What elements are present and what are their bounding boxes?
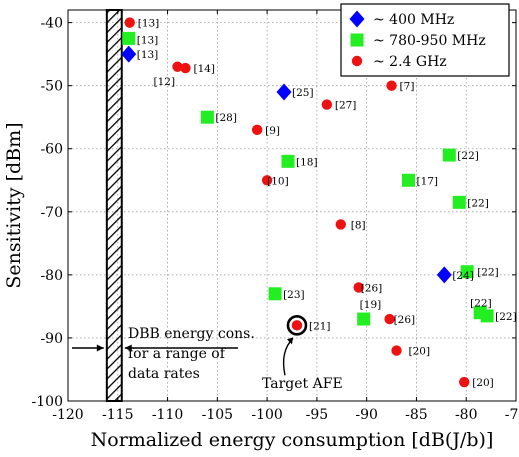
- y-tick-label: -90: [40, 331, 63, 347]
- x-tick-label: -75: [505, 407, 519, 423]
- x-tick-label: -100: [251, 407, 282, 423]
- legend-circle-icon: [351, 55, 363, 67]
- point-label: [7]: [400, 81, 415, 93]
- point-label: [24]: [452, 270, 474, 282]
- point-label: [13]: [137, 34, 159, 46]
- x-tick-label: -120: [52, 407, 83, 423]
- plot-frame: [67, 9, 517, 402]
- point-label: [22]: [495, 311, 517, 323]
- point-label: [13]: [137, 49, 159, 61]
- target-ring: [286, 315, 308, 336]
- point-label: [12]: [154, 76, 176, 88]
- target-label: Target AFE: [262, 376, 343, 392]
- legend-entry: ~ 400 MHz: [373, 12, 454, 28]
- point-label: [28]: [215, 112, 237, 124]
- point-labels: [13][25][24][13][28][18][17][22][22][22]…: [137, 18, 517, 389]
- point-label: [8]: [351, 219, 366, 231]
- diamond-marker: [276, 83, 292, 101]
- square-marker: [268, 287, 282, 301]
- x-tick-label: -115: [102, 407, 133, 423]
- target-arrowhead: [286, 337, 293, 345]
- circle-marker: [291, 320, 303, 331]
- point-label: [19]: [360, 299, 382, 311]
- circle-marker: [384, 313, 395, 325]
- square-marker: [480, 309, 494, 323]
- dbb-annotation-line: data rates: [128, 366, 200, 382]
- x-axis-title: Normalized energy consumption [dB(J/b)]: [91, 429, 494, 451]
- point-label: [22]: [467, 197, 489, 209]
- diamond-marker: [436, 266, 452, 284]
- square-marker: [200, 110, 214, 124]
- circle-marker: [180, 62, 191, 74]
- data-points: [121, 17, 494, 388]
- legend-diamond-icon: [349, 10, 365, 28]
- circle-marker: [459, 376, 470, 388]
- y-tick-label: -60: [40, 142, 63, 158]
- circle-marker: [172, 61, 183, 72]
- legend-square-icon: [350, 33, 364, 47]
- point-label: [9]: [265, 125, 280, 137]
- point-label: [25]: [292, 87, 314, 99]
- point-label: [22]: [470, 298, 492, 310]
- dbb-band: [105, 9, 123, 402]
- point-label: [13]: [138, 18, 160, 30]
- point-label: [20]: [472, 377, 494, 389]
- point-label: [17]: [416, 175, 438, 187]
- dbb-arrowhead-left: [96, 344, 104, 352]
- x-tick-label: -80: [455, 407, 478, 423]
- y-axis-title: Sensitivity [dBm]: [3, 122, 25, 288]
- x-tick-label: -95: [306, 407, 329, 423]
- square-marker: [401, 173, 415, 187]
- y-tick-label: -50: [40, 79, 63, 95]
- dbb-arrowhead-right: [124, 344, 132, 352]
- square-marker: [452, 195, 466, 209]
- annotations: Target AFE DBB energy cons. for a range of…: [72, 315, 343, 392]
- circle-marker: [124, 17, 135, 28]
- legend-entry: ~ 2.4 GHz: [373, 54, 447, 70]
- x-tick-label: -85: [405, 407, 428, 423]
- point-label: [27]: [335, 100, 357, 112]
- circle-marker: [251, 124, 263, 136]
- x-tick-label: -90: [355, 407, 378, 423]
- point-label: [26]: [394, 314, 416, 326]
- circle-marker: [321, 99, 333, 110]
- dbb-band-rect: [105, 9, 123, 402]
- legend: ~ 400 MHz ~ 780-950 MHz ~ 2.4 GHz: [340, 3, 510, 77]
- point-label: [18]: [296, 156, 318, 168]
- circle-marker: [353, 282, 364, 293]
- y-tick-label: -70: [40, 205, 63, 221]
- point-label: [22]: [477, 267, 499, 279]
- dbb-annotation-line: for a range of: [128, 346, 227, 362]
- point-label: [14]: [193, 63, 215, 75]
- y-tick-label: -100: [32, 394, 63, 410]
- point-label: [21]: [309, 320, 331, 332]
- y-tick-label: -40: [40, 16, 63, 32]
- legend-box: [340, 3, 510, 77]
- circle-marker: [391, 345, 402, 356]
- legend-entry: ~ 780-950 MHz: [373, 33, 486, 49]
- circle-marker: [386, 80, 397, 91]
- point-label: [26]: [361, 282, 383, 294]
- x-tick-label: -105: [202, 407, 233, 423]
- axes: -120 -115 -110 -105 -100 -95 -90 -85 -80 -75 -40 -5…: [3, 9, 519, 451]
- y-tick-label: -80: [40, 268, 63, 284]
- point-label: [23]: [283, 289, 305, 301]
- point-label: [10]: [267, 175, 289, 187]
- circle-marker: [335, 219, 346, 230]
- diamond-marker: [121, 45, 137, 63]
- square-marker: [460, 265, 474, 279]
- square-marker: [281, 154, 295, 168]
- dbb-annotation-line: DBB energy cons.: [128, 326, 255, 342]
- x-tick-label: -110: [152, 407, 183, 423]
- square-marker: [442, 148, 456, 162]
- point-label: [22]: [457, 150, 479, 162]
- square-marker: [122, 31, 136, 45]
- point-label: [20]: [409, 346, 431, 358]
- circle-marker: [261, 175, 273, 186]
- square-marker: [357, 312, 371, 326]
